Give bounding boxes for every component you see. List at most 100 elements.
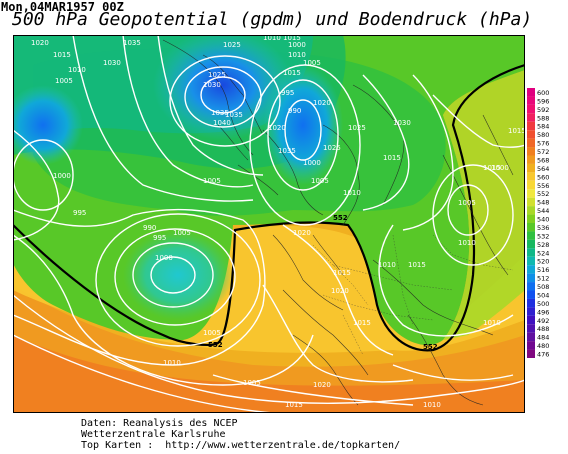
legend-value: 572	[537, 148, 549, 156]
legend-value: 492	[537, 317, 549, 325]
pressure-label: 1020	[313, 99, 331, 107]
pressure-label: 990	[143, 224, 156, 232]
legend-swatch	[527, 231, 535, 240]
pressure-label: 1015	[283, 35, 301, 42]
pressure-label: 1010	[288, 51, 306, 59]
legend-value: 496	[537, 308, 549, 316]
legend-value: 600	[537, 89, 549, 97]
pressure-label: 1015	[53, 51, 71, 59]
legend-swatch	[527, 180, 535, 190]
credit-provider: Wetterzentrale Karlsruhe	[81, 429, 226, 440]
pressure-label: 1025	[208, 71, 226, 79]
pressure-label: 1015	[508, 127, 525, 135]
legend-swatch	[527, 155, 535, 164]
legend-swatch	[527, 104, 535, 114]
legend-swatch	[527, 121, 535, 131]
legend-value: 564	[537, 165, 549, 173]
contour-552-west	[13, 63, 525, 352]
legend-swatch	[527, 298, 535, 308]
pressure-label: 1035	[211, 109, 229, 117]
pressure-label: 1040	[213, 119, 231, 127]
pressure-label: 1010	[423, 401, 441, 409]
legend-value: 540	[537, 216, 549, 224]
legend-value: 584	[537, 123, 549, 131]
pressure-label: 1005	[303, 59, 321, 67]
legend-swatch	[527, 172, 535, 181]
legend-value: 560	[537, 173, 549, 181]
pressure-label: 1005	[243, 379, 261, 387]
legend-swatch	[527, 163, 535, 173]
pressure-label: 1015	[283, 69, 301, 77]
pressure-label: 1015	[483, 164, 501, 172]
pressure-label: 1020	[293, 229, 311, 237]
green-light-east	[443, 70, 525, 340]
legend-value: 480	[537, 342, 549, 350]
legend-swatch	[527, 206, 535, 215]
legend-swatch	[527, 307, 535, 316]
contour-552-label: 552	[333, 214, 348, 222]
pressure-label: 1030	[203, 81, 221, 89]
pressure-label: 1010	[343, 189, 361, 197]
isobars	[13, 35, 525, 413]
legend-value: 596	[537, 97, 549, 105]
pressure-label: 1015	[285, 401, 303, 409]
pressure-label: 1000	[288, 41, 306, 49]
legend-value: 488	[537, 325, 549, 333]
pressure-label: 995	[153, 234, 166, 242]
pressure-label: 1010	[263, 35, 281, 42]
pressure-label: 1015	[383, 154, 401, 162]
contour-labels: 552 552 552	[208, 214, 438, 351]
legend-value: 556	[537, 182, 549, 190]
legend-value: 476	[537, 351, 549, 359]
legend-swatch	[527, 189, 535, 198]
pressure-label: 995	[73, 209, 86, 217]
legend-value: 548	[537, 199, 549, 207]
legend-swatch	[527, 265, 535, 274]
pressure-label: 1010	[458, 239, 476, 247]
legend-swatch	[527, 147, 535, 156]
legend-value: 528	[537, 241, 549, 249]
legend-swatch	[527, 239, 535, 249]
pressure-label: 1025	[323, 144, 341, 152]
pressure-label: 1020	[331, 287, 349, 295]
pressure-label: 1005	[458, 199, 476, 207]
legend-swatch	[527, 130, 535, 139]
pressure-label: 1035	[225, 111, 243, 119]
pressure-label: 1015	[408, 261, 426, 269]
map-credits: Daten: Reanalysis des NCEP Wetterzentrale…	[81, 418, 400, 451]
legend-swatch	[527, 138, 535, 148]
pressure-label: 1000	[53, 172, 71, 180]
legend-value: 580	[537, 131, 549, 139]
legend-swatch	[527, 290, 535, 299]
map-frame	[13, 35, 525, 413]
pressure-label: 1005	[55, 77, 73, 85]
pressure-label: 1015	[353, 319, 371, 327]
pressure-label: 1010	[163, 359, 181, 367]
pressure-label: 1025	[348, 124, 366, 132]
legend-value: 592	[537, 106, 549, 114]
color-legend: 6005965925885845805765725685645605565525…	[527, 88, 549, 359]
pressure-label: 1035	[123, 39, 141, 47]
legend-value: 552	[537, 190, 549, 198]
pressure-label: 1005	[311, 177, 329, 185]
pressure-label: 1020	[31, 39, 49, 47]
pressure-label: 1000	[491, 164, 509, 172]
pressure-label: 1005	[203, 177, 221, 185]
legend-value: 536	[537, 224, 549, 232]
legend-swatch	[527, 113, 535, 122]
credit-url[interactable]: Top Karten : http://www.wetterzentrale.d…	[81, 440, 401, 451]
legend-value: 512	[537, 275, 549, 283]
legend-swatch	[527, 197, 535, 207]
pressure-label: 1005	[203, 329, 221, 337]
legend-value: 576	[537, 140, 549, 148]
contour-552-label: 552	[423, 343, 438, 351]
legend-value: 532	[537, 232, 549, 240]
map-title: 500 hPa Geopotential (gpdm) und Bodendru…	[12, 9, 533, 30]
pressure-label: 1030	[103, 59, 121, 67]
pressure-label: 1025	[223, 41, 241, 49]
map-date: Mon,04MAR1957 00Z	[1, 0, 124, 14]
orange-band-2	[13, 335, 525, 413]
borders	[312, 234, 514, 356]
